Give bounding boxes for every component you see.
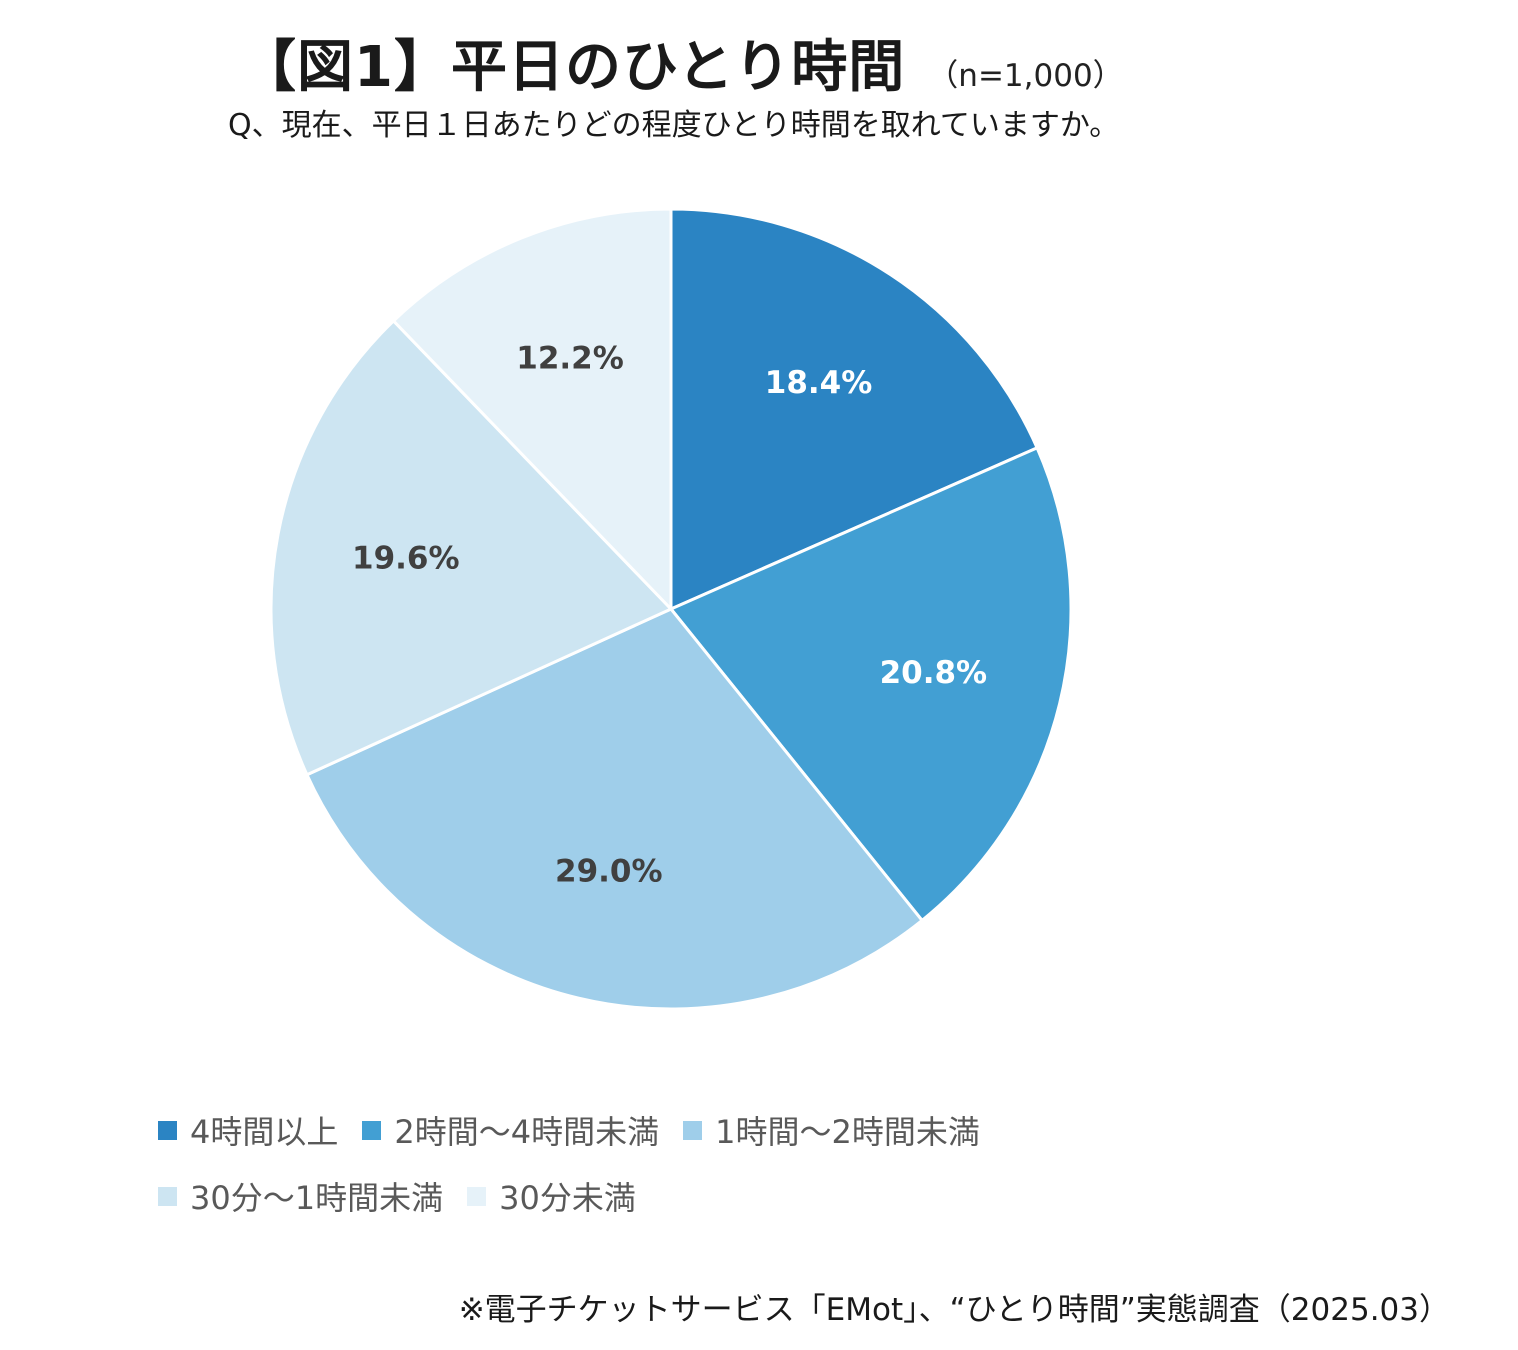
sample-size: （n=1,000）	[927, 58, 1124, 94]
slice-value-label-4: 19.6%	[352, 540, 460, 576]
legend-item-3: 1時間～2時間未満	[683, 1108, 980, 1152]
slice-value-label-5: 12.2%	[516, 341, 624, 377]
legend-label-1: 4時間以上	[190, 1113, 339, 1151]
chart-title-row: 【図1】平日のひとり時間 （n=1,000）	[240, 22, 1124, 103]
chart-title: 【図1】平日のひとり時間	[240, 35, 906, 100]
legend-item-4: 30分～1時間未満	[158, 1174, 443, 1218]
pie-slice-5	[391, 207, 673, 613]
legend-label-2: 2時間～4時間未満	[394, 1113, 660, 1151]
legend-item-5: 30分未満	[467, 1174, 636, 1218]
slice-value-label-3: 29.0%	[555, 854, 663, 890]
legend-label-5: 30分未満	[499, 1179, 636, 1217]
legend-swatch-5	[467, 1186, 487, 1206]
survey-question: Q、現在、平日１日あたりどの程度ひとり時間を取れていますか。	[228, 108, 1120, 143]
slice-value-label-1: 18.4%	[765, 365, 873, 401]
slice-value-label-2: 20.8%	[880, 655, 988, 691]
pie-slice-1	[669, 207, 1040, 612]
pie-slice-2	[668, 445, 1073, 923]
legend-label-3: 1時間～2時間未満	[715, 1113, 980, 1151]
legend-swatch-1	[158, 1120, 177, 1140]
pie-chart: 18.4% 20.8% 29.0% 19.6% 12.2%	[269, 207, 1073, 1011]
legend: 4時間以上 2時間～4時間未満 1時間～2時間未満 30分～1時間未満 30分未満	[158, 1108, 1308, 1218]
source-footnote: ※電子チケットサービス「EMot」、“ひとり時間”実態調査（2025.03）	[458, 1292, 1450, 1328]
legend-swatch-3	[683, 1120, 703, 1140]
pie-slice-3	[304, 607, 925, 1011]
legend-item-2: 2時間～4時間未満	[362, 1108, 659, 1152]
pie-slice-4	[269, 318, 674, 777]
legend-swatch-4	[158, 1186, 177, 1206]
legend-swatch-2	[362, 1120, 382, 1140]
legend-label-4: 30分～1時間未満	[190, 1179, 444, 1217]
legend-item-1: 4時間以上	[158, 1108, 338, 1152]
